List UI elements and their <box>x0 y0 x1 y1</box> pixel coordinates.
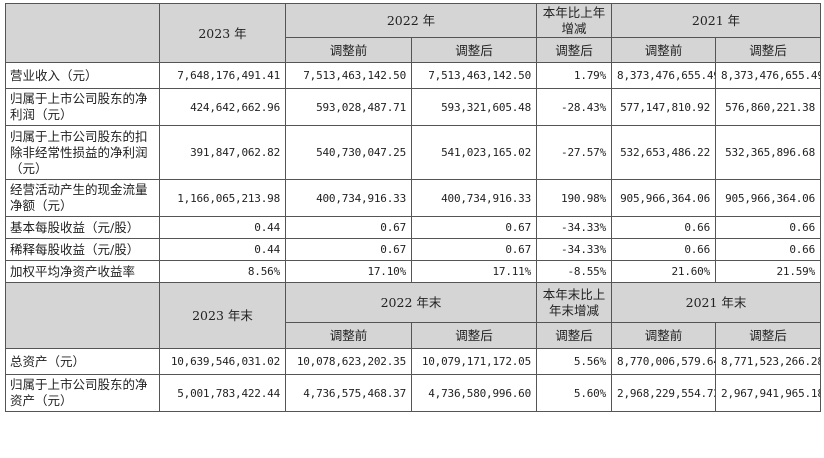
value-cell: 540,730,047.25 <box>285 125 412 180</box>
header-2023-end: 2023 年末 <box>159 282 286 349</box>
header-2023: 2023 年 <box>159 3 286 63</box>
header-change: 本年比上年增减 <box>536 3 613 38</box>
header-2022: 2022 年 <box>284 3 538 38</box>
row-label: 归属于上市公司股东的净资产（元） <box>5 374 160 412</box>
value-cell: 4,736,580,996.60 <box>410 374 538 412</box>
header-2021: 2021 年 <box>611 3 822 38</box>
value-cell: 400,734,916.33 <box>285 179 412 217</box>
table-row: 基本每股收益（元/股） 0.44 0.67 0.67 -34.33% 0.66 0.66 <box>5 216 822 239</box>
header-change-after: 调整后 <box>536 37 613 63</box>
value-cell: 0.67 <box>410 216 538 239</box>
header-2022-end-before: 调整前 <box>285 322 412 349</box>
header-2021-end-after: 调整后 <box>715 322 822 349</box>
value-cell: 8,373,476,655.49 <box>611 62 717 89</box>
value-cell: 8,771,523,266.28 <box>715 348 822 375</box>
table-body: 2023 年 2022 年 本年比上年增减 2021 年 调整前 调整后 调整后… <box>5 3 822 412</box>
value-cell: 541,023,165.02 <box>410 125 538 180</box>
row-label: 总资产（元） <box>5 348 160 375</box>
value-cell: 5.60% <box>536 374 613 412</box>
table-row: 归属于上市公司股东的净资产（元） 5,001,783,422.44 4,736,57… <box>5 374 822 412</box>
header-2021-end: 2021 年末 <box>611 282 822 323</box>
value-cell: 17.11% <box>410 260 538 283</box>
value-cell: 10,639,546,031.02 <box>159 348 286 375</box>
value-cell: 577,147,810.92 <box>611 88 717 126</box>
value-cell: 0.67 <box>410 238 538 261</box>
row-label: 稀释每股收益（元/股） <box>5 238 160 261</box>
header-2022-end: 2022 年末 <box>284 282 538 323</box>
value-cell: 905,966,364.06 <box>715 179 822 217</box>
value-cell: 424,642,662.96 <box>159 88 286 126</box>
value-cell: 400,734,916.33 <box>410 179 538 217</box>
header-blank-cell <box>5 282 160 349</box>
value-cell: 8.56% <box>159 260 286 283</box>
value-cell: 21.60% <box>611 260 717 283</box>
value-cell: 8,373,476,655.49 <box>715 62 822 89</box>
header-subrow-top: 调整前 调整后 调整后 调整前 调整后 <box>6 37 822 63</box>
value-cell: 593,321,605.48 <box>410 88 538 126</box>
table-row: 加权平均净资产收益率 8.56% 17.10% 17.11% -8.55% 21.60% 2… <box>5 260 822 283</box>
value-cell: 0.44 <box>159 238 286 261</box>
value-cell: 21.59% <box>715 260 822 283</box>
row-label: 归属于上市公司股东的净利润（元） <box>5 88 160 126</box>
value-cell: -8.55% <box>536 260 613 283</box>
value-cell: 0.66 <box>611 238 717 261</box>
value-cell: 5,001,783,422.44 <box>159 374 286 412</box>
value-cell: 2,968,229,554.72 <box>611 374 717 412</box>
value-cell: -34.33% <box>536 216 613 239</box>
header-change-end-after: 调整后 <box>536 322 613 349</box>
value-cell: -34.33% <box>536 238 613 261</box>
header-2021-before: 调整前 <box>611 37 717 63</box>
value-cell: 0.67 <box>285 216 412 239</box>
value-cell: 905,966,364.06 <box>611 179 717 217</box>
value-cell: 1,166,065,213.98 <box>159 179 286 217</box>
table-row: 营业收入（元） 7,648,176,491.41 7,513,463,142.50 7… <box>5 62 822 89</box>
table-row: 总资产（元） 10,639,546,031.02 10,078,623,202.35… <box>5 348 822 375</box>
value-cell: 576,860,221.38 <box>715 88 822 126</box>
value-cell: 5.56% <box>536 348 613 375</box>
value-cell: 7,648,176,491.41 <box>159 62 286 89</box>
header-2021-end-before: 调整前 <box>611 322 717 349</box>
value-cell: 4,736,575,468.37 <box>285 374 412 412</box>
header-change-end: 本年末比上年末增减 <box>536 282 613 323</box>
table-row: 经营活动产生的现金流量净额（元） 1,166,065,213.98 400,734,… <box>5 179 822 217</box>
row-label: 基本每股收益（元/股） <box>5 216 160 239</box>
value-cell: 17.10% <box>285 260 412 283</box>
row-label: 加权平均净资产收益率 <box>5 260 160 283</box>
value-cell: 0.66 <box>611 216 717 239</box>
value-cell: 190.98% <box>536 179 613 217</box>
value-cell: 10,079,171,172.05 <box>410 348 538 375</box>
table-row: 归属于上市公司股东的扣除非经常性损益的净利润（元） 391,847,062.82 5… <box>5 125 822 180</box>
header-2022-end-after: 调整后 <box>410 322 538 349</box>
header-2022-before: 调整前 <box>285 37 412 63</box>
value-cell: 0.67 <box>285 238 412 261</box>
header-2022-after: 调整后 <box>410 37 538 63</box>
header-blank-cell <box>5 3 160 63</box>
value-cell: 391,847,062.82 <box>159 125 286 180</box>
value-cell: 532,653,486.22 <box>611 125 717 180</box>
value-cell: 7,513,463,142.50 <box>410 62 538 89</box>
value-cell: 8,770,006,579.64 <box>611 348 717 375</box>
value-cell: 0.44 <box>159 216 286 239</box>
header-row-bottom: 2023 年末 2022 年末 本年末比上年末增减 2021 年末 <box>5 282 822 349</box>
value-cell: 532,365,896.68 <box>715 125 822 180</box>
value-cell: -28.43% <box>536 88 613 126</box>
value-cell: 0.66 <box>715 238 822 261</box>
value-cell: 593,028,487.71 <box>285 88 412 126</box>
value-cell: 0.66 <box>715 216 822 239</box>
financial-summary-table: 2023 年 2022 年 本年比上年增减 2021 年 调整前 调整后 调整后… <box>5 3 822 412</box>
value-cell: 1.79% <box>536 62 613 89</box>
header-row-top: 2023 年 2022 年 本年比上年增减 2021 年 <box>5 3 822 63</box>
row-label: 营业收入（元） <box>5 62 160 89</box>
value-cell: 2,967,941,965.18 <box>715 374 822 412</box>
row-label: 经营活动产生的现金流量净额（元） <box>5 179 160 217</box>
value-cell: -27.57% <box>536 125 613 180</box>
table-row: 归属于上市公司股东的净利润（元） 424,642,662.96 593,028,48… <box>5 88 822 126</box>
row-label: 归属于上市公司股东的扣除非经常性损益的净利润（元） <box>5 125 160 180</box>
table-row: 稀释每股收益（元/股） 0.44 0.67 0.67 -34.33% 0.66 0.66 <box>5 238 822 261</box>
header-2021-after: 调整后 <box>715 37 822 63</box>
value-cell: 10,078,623,202.35 <box>285 348 412 375</box>
header-subrow-bottom: 调整前 调整后 调整后 调整前 调整后 <box>6 322 822 349</box>
value-cell: 7,513,463,142.50 <box>285 62 412 89</box>
